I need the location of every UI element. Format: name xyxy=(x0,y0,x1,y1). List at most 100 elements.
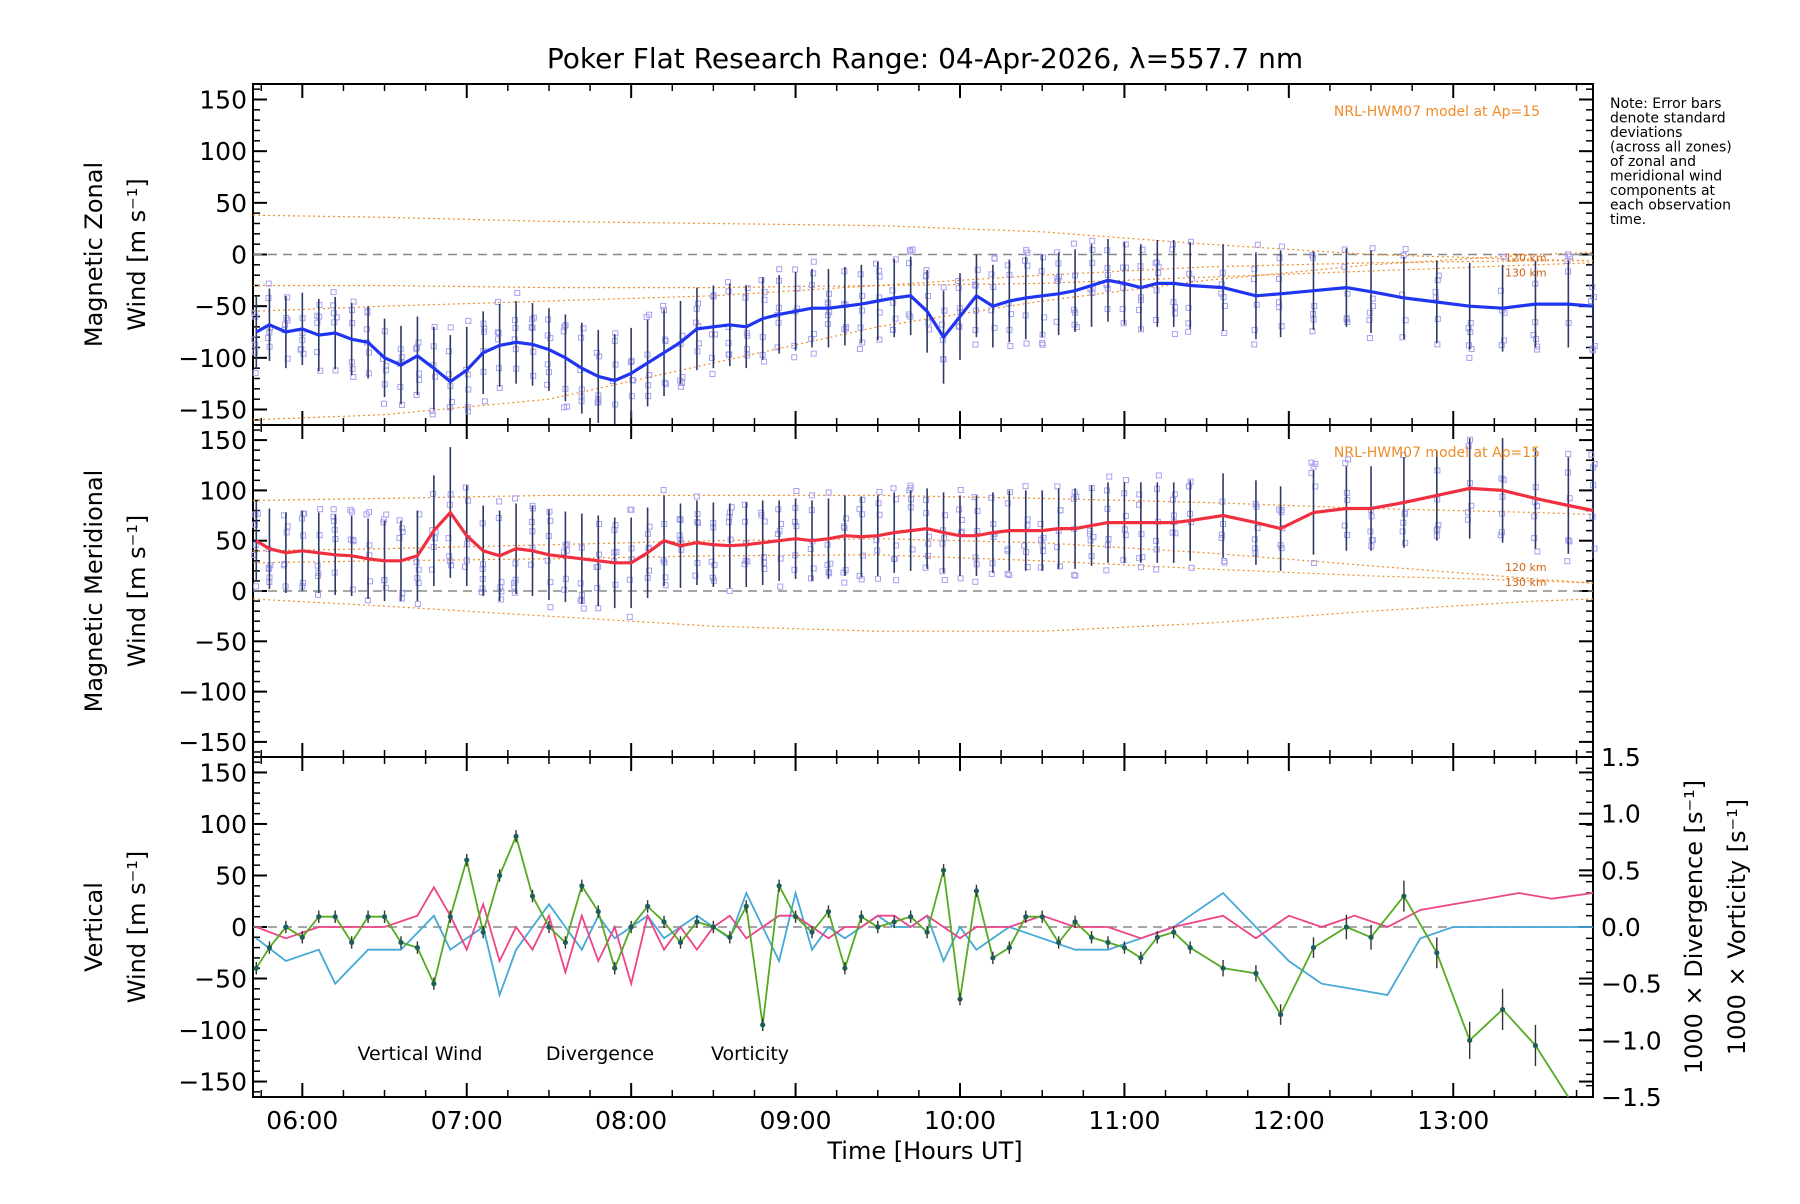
zone-point xyxy=(991,255,998,262)
zone-point xyxy=(1122,532,1129,539)
right-tick-label: 1.5 xyxy=(1601,743,1641,772)
zone-point xyxy=(363,326,370,333)
zone-point xyxy=(1039,341,1046,348)
zone-point xyxy=(840,523,847,530)
zone-point xyxy=(1534,346,1541,353)
zone-point xyxy=(252,341,259,348)
zone-point xyxy=(1171,331,1178,338)
zone-point xyxy=(495,515,502,522)
vertical-wind-point xyxy=(908,914,914,920)
zone-point xyxy=(380,519,387,526)
vertical-wind-point xyxy=(710,924,716,930)
zone-point xyxy=(331,319,338,326)
zone-point xyxy=(939,540,946,547)
zone-point xyxy=(1565,451,1572,458)
zone-point xyxy=(1136,491,1143,498)
note-line: of zonal and xyxy=(1610,154,1696,170)
zone-point xyxy=(547,579,554,586)
zone-point xyxy=(383,362,390,369)
zone-point xyxy=(1498,475,1505,482)
zone-point xyxy=(808,575,815,582)
zone-point xyxy=(1023,340,1030,347)
model-line xyxy=(252,598,1594,632)
zone-point xyxy=(824,541,831,548)
zone-point xyxy=(1153,537,1160,544)
zone-point xyxy=(1308,459,1315,466)
zone-point xyxy=(1120,557,1127,564)
zone-point xyxy=(1070,240,1077,247)
zone-point xyxy=(873,537,880,544)
zone-point xyxy=(792,266,799,273)
altitude-label-130: 130 km xyxy=(1505,267,1547,280)
zone-point xyxy=(972,341,979,348)
zone-point xyxy=(744,285,751,292)
vertical-wind-point xyxy=(1368,934,1374,940)
vertical-wind-point xyxy=(677,939,684,946)
zone-point xyxy=(1171,491,1178,498)
right-tick-label: −1.5 xyxy=(1601,1083,1662,1112)
zone-point xyxy=(1037,564,1044,571)
zone-point xyxy=(859,496,866,503)
note-line: denote standard xyxy=(1610,111,1726,127)
zone-point xyxy=(708,331,715,338)
zone-point xyxy=(413,392,420,399)
zone-point xyxy=(774,530,781,537)
zone-point xyxy=(1120,264,1127,271)
zone-point xyxy=(974,507,981,514)
zone-point xyxy=(1037,521,1044,528)
vertical-wind-point xyxy=(1343,924,1349,930)
zone-point xyxy=(825,489,832,496)
zone-point xyxy=(711,561,718,568)
y-axis-label: Vertical xyxy=(80,882,108,972)
zone-point xyxy=(399,589,406,596)
zone-point xyxy=(365,349,372,356)
zone-point xyxy=(1310,463,1317,470)
zone-point xyxy=(1089,246,1096,253)
zone-point xyxy=(906,260,913,267)
y-tick-label: −50 xyxy=(194,965,247,994)
zone-point xyxy=(413,345,420,352)
zone-point xyxy=(1497,287,1504,294)
zone-point xyxy=(593,349,600,356)
vertical-wind-point xyxy=(1278,1011,1284,1018)
zone-point xyxy=(922,564,929,571)
zone-point xyxy=(1344,318,1351,325)
zone-point xyxy=(1500,253,1507,260)
zone-point xyxy=(1006,572,1013,579)
zone-point xyxy=(1566,538,1573,545)
right-tick-label: −0.5 xyxy=(1601,970,1662,999)
zone-point xyxy=(594,585,601,592)
zone-point xyxy=(1341,246,1348,253)
zone-point xyxy=(363,511,370,518)
zone-point xyxy=(564,403,571,410)
zone-point xyxy=(876,336,883,343)
zone-point xyxy=(974,266,981,273)
right-axis-label-divergence: 1000 × Divergence [s⁻¹] xyxy=(1680,780,1708,1074)
zone-point xyxy=(1534,548,1541,555)
zone-point xyxy=(415,339,422,346)
zone-point xyxy=(1309,328,1316,335)
zone-point xyxy=(1004,262,1011,269)
zone-point xyxy=(481,398,488,405)
zone-point xyxy=(1155,269,1162,276)
zone-point xyxy=(398,401,405,408)
vertical-wind-point xyxy=(1171,929,1177,935)
zone-point xyxy=(938,321,945,328)
zone-point xyxy=(924,552,931,559)
vertical-wind-point xyxy=(1532,1042,1539,1049)
zone-point xyxy=(1276,255,1283,262)
zone-point xyxy=(284,317,291,324)
zone-point xyxy=(678,380,685,387)
zone-point xyxy=(1254,525,1261,532)
zone-point xyxy=(1278,509,1285,516)
note-line: time. xyxy=(1610,212,1646,228)
zone-point xyxy=(859,552,866,559)
zone-point xyxy=(1310,559,1317,566)
vertical-wind-point xyxy=(464,857,470,863)
vertical-wind-point xyxy=(924,929,930,935)
zone-point xyxy=(495,330,502,337)
zone-point xyxy=(416,370,423,377)
zone-point xyxy=(1169,241,1176,248)
zone-point xyxy=(448,562,455,569)
zone-point xyxy=(445,348,452,355)
